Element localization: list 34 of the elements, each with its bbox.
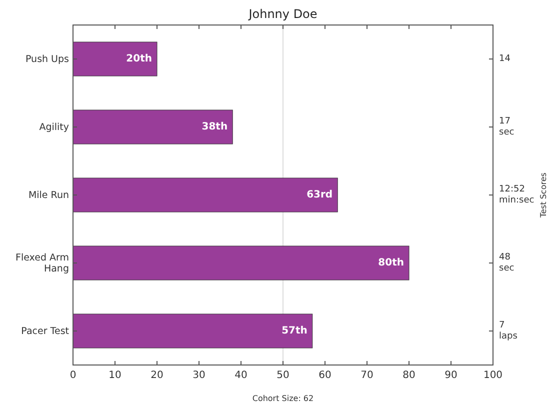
data-label: 57th (282, 326, 308, 336)
y2-tick-label: 14 (499, 54, 511, 64)
y2-tick-label: 17 sec (499, 116, 514, 138)
y-tick-label: Mile Run (28, 190, 69, 200)
bar (72, 314, 313, 348)
data-label: 38th (202, 122, 228, 132)
y2-tick-label: 12:52 min:sec (499, 184, 534, 206)
bar (72, 110, 233, 144)
x-tick-label: 10 (108, 370, 122, 381)
x-tick-label: 60 (318, 370, 332, 381)
bar (72, 42, 158, 76)
x-tick-label: 90 (444, 370, 458, 381)
x-tick-label: 20 (150, 370, 164, 381)
data-label: 80th (378, 258, 404, 268)
x-tick-label: 70 (360, 370, 374, 381)
y-tick-label: Pacer Test (21, 326, 70, 336)
data-label: 63rd (306, 190, 333, 200)
bar (72, 246, 410, 280)
x-tick-label: 50 (276, 370, 290, 381)
x-axis-title: Cohort Size: 62 (252, 394, 314, 403)
y2-axis-title: Test Scores (539, 172, 548, 218)
y-tick-label: Flexed Arm Hang (16, 252, 69, 274)
x-tick-label: 80 (402, 370, 416, 381)
chart-title: Johnny Doe (248, 7, 318, 21)
data-label: 20th (126, 54, 152, 64)
y2-tick-label: 48 sec (499, 252, 514, 274)
x-tick-label: 30 (192, 370, 206, 381)
y2-tick-label: 7 laps (499, 320, 518, 342)
x-tick-label: 0 (70, 370, 76, 381)
y-tick-label: Agility (39, 122, 70, 132)
x-tick-label: 100 (483, 370, 503, 381)
y-tick-label: Push Ups (25, 54, 70, 64)
bar (72, 178, 338, 212)
x-tick-label: 40 (234, 370, 248, 381)
